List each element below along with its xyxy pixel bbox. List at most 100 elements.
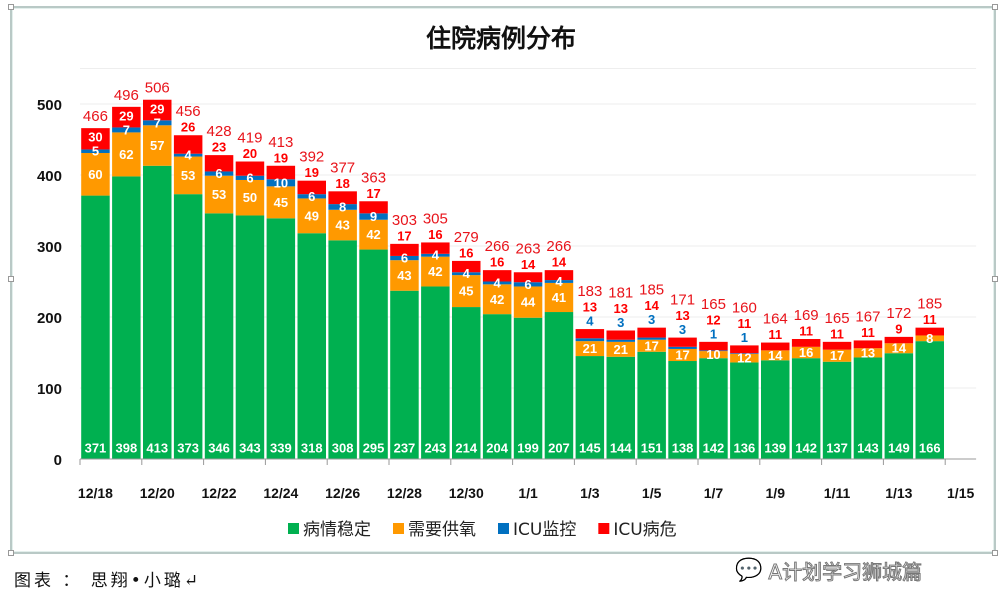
data-label: 12 bbox=[737, 351, 751, 366]
bar-segment bbox=[575, 356, 605, 459]
bar-segment bbox=[730, 345, 759, 354]
resize-handle[interactable] bbox=[992, 276, 998, 282]
bar-segment bbox=[668, 361, 697, 459]
data-label: 20 bbox=[243, 146, 257, 161]
figure-caption: 图表 ： 思翔•小璐↵ bbox=[14, 571, 202, 591]
data-label: 139 bbox=[764, 441, 786, 456]
bar-segment bbox=[761, 350, 790, 361]
bar-segment bbox=[606, 330, 635, 340]
resize-handle[interactable] bbox=[8, 276, 14, 282]
bar-segment bbox=[204, 175, 234, 214]
bar-segment bbox=[730, 362, 759, 459]
data-label: 45 bbox=[459, 284, 473, 299]
total-label: 456 bbox=[176, 103, 201, 120]
bar-segment bbox=[173, 156, 203, 195]
data-label: 9 bbox=[370, 209, 377, 224]
total-label: 263 bbox=[516, 240, 541, 257]
bar-segment bbox=[452, 272, 481, 276]
data-label: 44 bbox=[521, 295, 536, 310]
bar-segment bbox=[637, 327, 666, 338]
y-tick-label: 300 bbox=[37, 239, 62, 256]
total-label: 466 bbox=[83, 108, 108, 125]
data-label: 6 bbox=[246, 170, 253, 185]
data-label: 29 bbox=[150, 101, 164, 116]
resize-handle[interactable] bbox=[992, 550, 998, 556]
bar-segment bbox=[544, 280, 574, 283]
data-label: 3 bbox=[617, 315, 624, 330]
bar-segment bbox=[359, 219, 388, 250]
resize-handle[interactable] bbox=[992, 4, 998, 10]
data-label: 3 bbox=[648, 312, 655, 327]
data-label: 16 bbox=[490, 255, 504, 270]
data-label: 4 bbox=[494, 275, 502, 290]
data-label: 371 bbox=[85, 441, 107, 456]
bar-segment bbox=[235, 215, 265, 459]
bar-segment bbox=[204, 155, 234, 172]
bar-segment bbox=[884, 336, 914, 344]
data-label: 18 bbox=[335, 176, 349, 191]
data-label: 166 bbox=[919, 441, 941, 456]
bar-segment bbox=[143, 125, 172, 166]
bar-segment bbox=[482, 270, 512, 282]
data-label: 138 bbox=[672, 441, 694, 456]
total-label: 266 bbox=[485, 238, 510, 255]
x-tick-label: 12/18 bbox=[78, 485, 113, 501]
bar-segment bbox=[328, 209, 357, 241]
data-label: 204 bbox=[486, 441, 508, 456]
data-label: 8 bbox=[339, 199, 346, 214]
bar-segment bbox=[173, 153, 203, 157]
data-label: 50 bbox=[243, 190, 257, 205]
bar-segment bbox=[606, 356, 635, 459]
x-tick-label: 1/7 bbox=[704, 485, 724, 501]
data-label: 149 bbox=[888, 441, 910, 456]
total-label: 171 bbox=[670, 292, 695, 309]
data-label: 3 bbox=[679, 322, 686, 337]
x-tick-label: 1/9 bbox=[766, 485, 786, 501]
bar-segment bbox=[513, 282, 543, 287]
bar-segment bbox=[204, 213, 234, 459]
data-label: 151 bbox=[641, 441, 663, 456]
bar-segment bbox=[297, 198, 326, 234]
bar-segment bbox=[452, 275, 481, 308]
bar-segment bbox=[699, 358, 728, 459]
bar-segment bbox=[822, 341, 852, 350]
total-label: 185 bbox=[639, 282, 664, 299]
x-tick-label: 1/15 bbox=[947, 485, 974, 501]
bar-segment bbox=[112, 106, 141, 128]
data-label: 60 bbox=[88, 167, 102, 182]
x-tick-label: 12/20 bbox=[140, 485, 175, 501]
data-label: 29 bbox=[119, 108, 133, 123]
data-label: 42 bbox=[428, 264, 442, 279]
total-label: 377 bbox=[330, 159, 355, 176]
x-tick-label: 1/5 bbox=[642, 485, 662, 501]
legend-label: ICU病危 bbox=[613, 520, 676, 540]
data-label: 5 bbox=[92, 144, 99, 159]
bar-segment bbox=[297, 180, 326, 195]
data-label: 21 bbox=[583, 341, 597, 356]
bar-segment bbox=[112, 176, 141, 460]
legend-swatch bbox=[288, 523, 299, 534]
bar-segment bbox=[699, 341, 728, 351]
resize-handle[interactable] bbox=[8, 550, 14, 556]
data-label: 42 bbox=[366, 227, 380, 242]
data-label: 41 bbox=[552, 290, 566, 305]
data-label: 17 bbox=[830, 348, 844, 363]
bar-segment bbox=[668, 337, 697, 347]
data-label: 137 bbox=[826, 441, 848, 456]
bar-segment bbox=[544, 270, 574, 281]
bar-segment bbox=[421, 286, 450, 459]
resize-handle[interactable] bbox=[8, 4, 14, 10]
data-label: 343 bbox=[239, 441, 261, 456]
bar-segment bbox=[482, 281, 512, 285]
stacked-bar-chart: 住院病例分布 371605304663986272949641357729506… bbox=[37, 24, 977, 540]
bar-segment bbox=[606, 339, 635, 342]
data-label: 21 bbox=[614, 342, 628, 357]
bar-segment bbox=[513, 317, 543, 459]
bar-segment bbox=[791, 358, 821, 459]
chart-title: 住院病例分布 bbox=[426, 24, 576, 53]
bar-segment bbox=[699, 350, 728, 352]
bar-segment bbox=[668, 346, 697, 349]
bar-segment bbox=[173, 194, 203, 460]
legend-label: 需要供氧 bbox=[408, 520, 476, 540]
data-label: 7 bbox=[154, 115, 161, 130]
